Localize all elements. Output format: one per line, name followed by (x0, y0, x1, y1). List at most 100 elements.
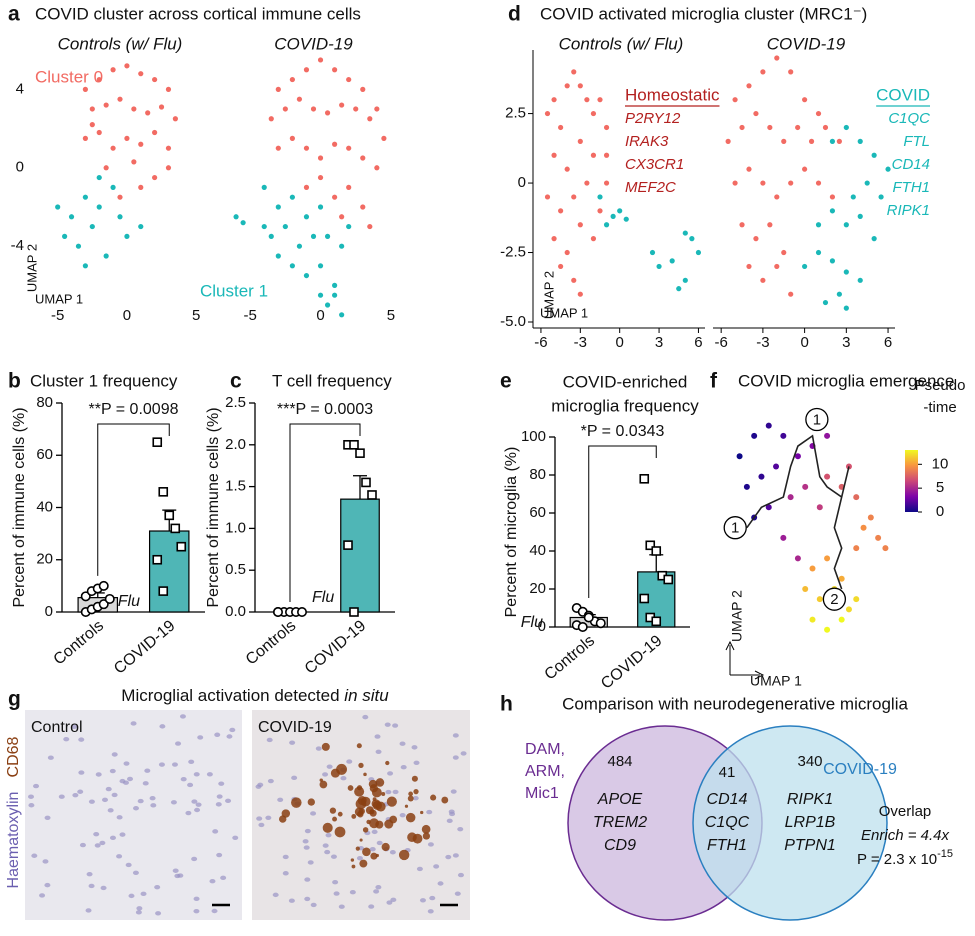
cd68-stain (322, 822, 333, 833)
chart-title: COVID microglia emergence (738, 371, 954, 390)
point (332, 194, 338, 200)
p-exponent: -15 (937, 848, 953, 860)
gene-set-title: Homeostatic (625, 85, 720, 104)
point (353, 106, 359, 112)
nucleus (39, 893, 46, 898)
point (878, 194, 884, 200)
point (361, 477, 371, 488)
y-tick-label: 0 (16, 159, 24, 176)
nucleus (385, 789, 392, 795)
nucleus (433, 864, 440, 869)
nucleus (229, 727, 236, 733)
nucleus (392, 789, 399, 795)
point (822, 124, 829, 131)
point (96, 204, 102, 210)
nucleus (191, 799, 198, 804)
cd68-stain (291, 797, 302, 808)
nucleus (177, 873, 184, 878)
nucleus (448, 809, 455, 814)
gene: FTL (903, 133, 930, 150)
nucleus (125, 862, 132, 868)
nucleus (137, 798, 144, 804)
nucleus (322, 772, 329, 777)
node-label: 1 (731, 520, 739, 537)
cd68-stain (441, 796, 449, 804)
stain-label: CD68 (5, 736, 22, 777)
nucleus (277, 797, 284, 802)
point (760, 277, 766, 283)
nucleus (150, 803, 157, 808)
point (152, 554, 163, 565)
point (275, 145, 281, 151)
point (816, 596, 823, 603)
point (296, 96, 303, 102)
point (339, 312, 345, 318)
y-tick-label: 60 (529, 504, 546, 521)
cd68-stain (398, 849, 410, 861)
nucleus (63, 736, 70, 742)
nucleus (265, 815, 272, 820)
point (103, 165, 109, 171)
nucleus (304, 828, 311, 834)
point (739, 124, 745, 131)
y-axis-label: Percent of microglia (%) (503, 447, 520, 618)
point (765, 422, 772, 429)
point (165, 86, 172, 92)
cd68-stain (359, 859, 368, 868)
point (296, 243, 303, 249)
nucleus (460, 751, 467, 756)
gene: FTH1 (707, 837, 747, 854)
cd68-stain (362, 847, 371, 857)
point (82, 194, 88, 200)
point (577, 222, 583, 228)
panel-label: a (8, 3, 20, 26)
stain-label: Haematoxylin (5, 792, 22, 889)
point (303, 184, 310, 190)
cd68-stain (420, 810, 424, 815)
significance-bracket (588, 445, 657, 598)
point (104, 593, 115, 604)
x-tick-label: 5 (387, 307, 395, 324)
point (781, 138, 787, 144)
point (317, 57, 324, 63)
nucleus (399, 812, 406, 818)
nucleus (437, 881, 444, 886)
overlap-title: Overlap (879, 803, 932, 820)
nucleus (214, 732, 221, 737)
point (850, 194, 856, 200)
chart-title: microglia frequency (551, 396, 699, 415)
nucleus (272, 892, 279, 898)
nucleus (193, 908, 200, 914)
y-tick-label: 2.0 (225, 436, 246, 453)
panel-label: f (710, 370, 718, 393)
point (617, 208, 623, 214)
point (96, 76, 102, 83)
nucleus (375, 885, 382, 890)
point (623, 216, 629, 222)
point (765, 504, 772, 511)
significance-bracket (289, 423, 361, 602)
x-tick-label: 0 (616, 334, 624, 351)
nucleus (392, 723, 399, 728)
point (584, 180, 590, 186)
cd68-stain (375, 853, 379, 858)
point (571, 69, 577, 75)
gene: P2RY12 (625, 110, 681, 127)
point (289, 135, 295, 141)
point (794, 555, 801, 562)
nucleus (116, 815, 123, 820)
point (603, 180, 610, 186)
cd68-stain (356, 743, 362, 749)
point (838, 616, 845, 623)
nucleus (267, 778, 274, 784)
enrichment: Enrich = 4.4x (861, 827, 949, 844)
point (289, 76, 295, 83)
cd68-stain (329, 807, 337, 814)
x-tick-label: 0 (800, 334, 808, 351)
point (68, 214, 75, 220)
point (795, 124, 801, 131)
cd68-stain (413, 789, 419, 795)
nucleus (211, 908, 218, 914)
p-value: **P = 0.0098 (88, 401, 178, 418)
nucleus (426, 809, 433, 815)
